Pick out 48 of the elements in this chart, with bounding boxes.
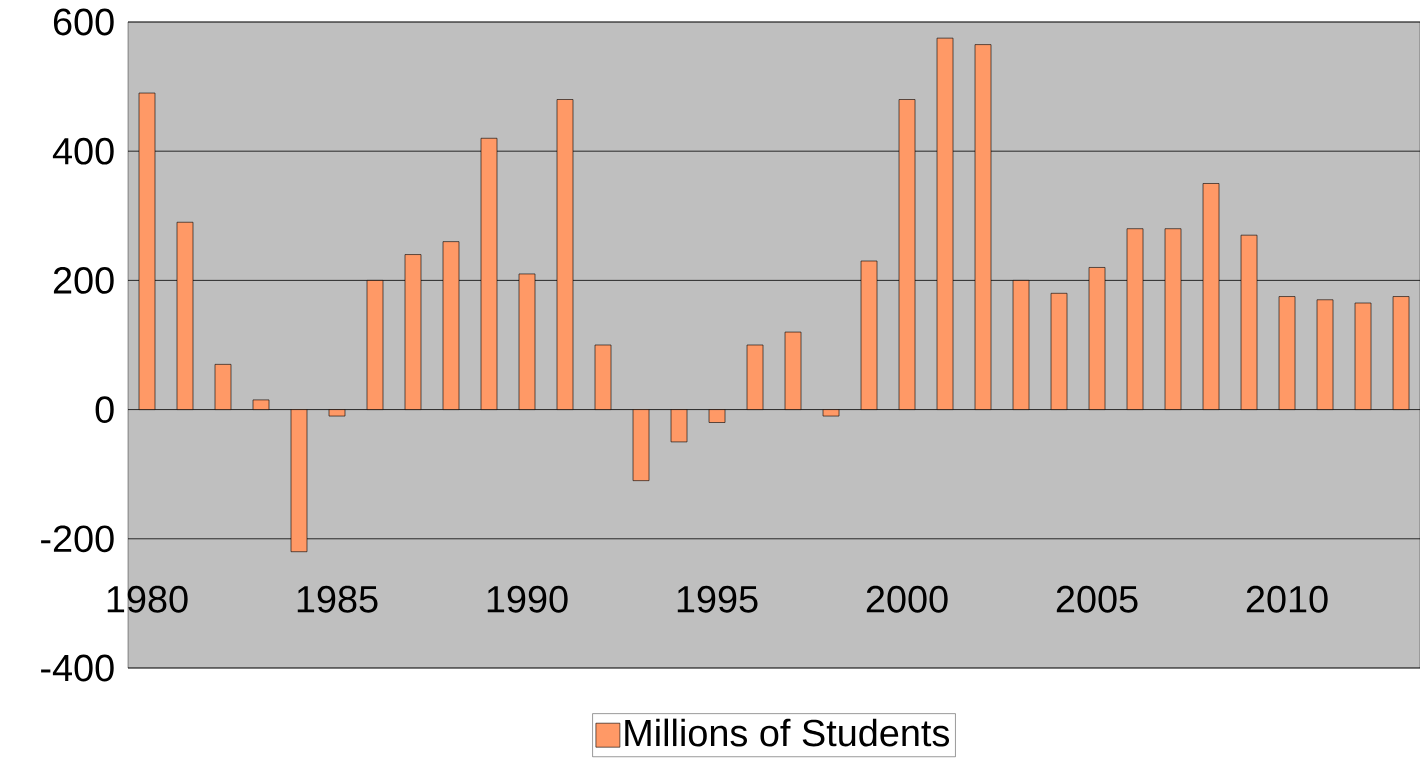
bar (1354, 302, 1372, 410)
x-tick-label: 2010 (1246, 585, 1328, 613)
bar (1240, 234, 1258, 410)
bar (556, 99, 574, 410)
bar (898, 99, 916, 410)
bar (518, 273, 536, 410)
bar (1050, 293, 1068, 410)
bar (1202, 183, 1220, 410)
bar (1012, 280, 1030, 410)
y-tick-label: -400 (41, 654, 114, 682)
bar (784, 331, 802, 410)
bar (936, 37, 954, 410)
bar (594, 344, 612, 410)
bar (366, 280, 384, 410)
bar (1316, 299, 1334, 410)
bar (176, 221, 194, 410)
bar (442, 241, 460, 410)
y-tick-label: 400 (52, 137, 114, 165)
x-tick-label: 1990 (487, 585, 568, 613)
y-tick-label: 0 (95, 396, 114, 423)
bar (1126, 228, 1144, 410)
y-tick-label: 600 (53, 8, 114, 36)
y-tick-label: -200 (41, 525, 114, 553)
bar (214, 364, 232, 410)
bar (1164, 228, 1182, 410)
x-tick-label: 1985 (297, 585, 378, 613)
x-tick-label: 1980 (107, 585, 188, 613)
bar (1278, 296, 1296, 410)
y-tick-label: 200 (53, 266, 114, 294)
bar (974, 44, 992, 410)
bar (632, 409, 650, 481)
x-tick-label: 2000 (866, 585, 948, 613)
bar (290, 409, 308, 553)
legend-label: Millions of Students (625, 718, 950, 747)
bar (1088, 267, 1106, 410)
bar (404, 254, 422, 410)
bar (670, 409, 688, 443)
bar (708, 409, 726, 423)
bar (860, 260, 878, 410)
bar (328, 409, 346, 417)
bar (252, 399, 270, 410)
bar (822, 409, 840, 417)
bar (1392, 296, 1410, 410)
x-tick-label: 2005 (1056, 585, 1138, 613)
bar (746, 344, 764, 410)
bar (138, 92, 156, 410)
x-tick-label: 1995 (677, 585, 758, 613)
bar (480, 137, 498, 410)
